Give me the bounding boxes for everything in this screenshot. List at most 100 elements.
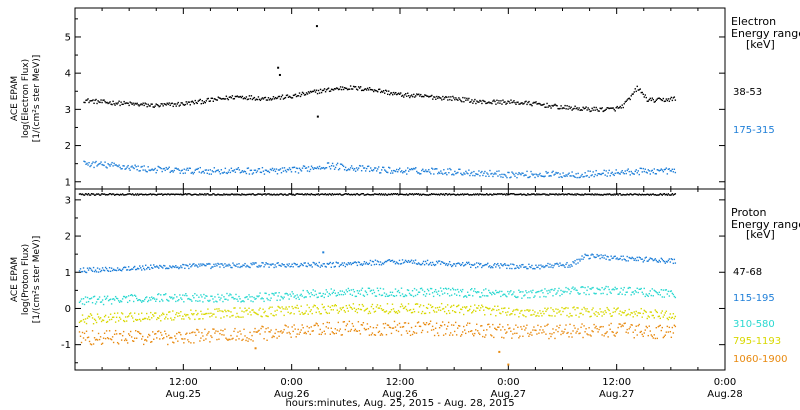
data-point bbox=[208, 194, 210, 196]
data-point bbox=[387, 171, 389, 174]
data-point bbox=[248, 294, 250, 296]
data-point bbox=[342, 165, 345, 168]
data-point bbox=[627, 193, 629, 196]
data-point bbox=[97, 193, 100, 195]
data-point bbox=[109, 338, 112, 340]
data-point bbox=[516, 296, 518, 299]
data-point bbox=[512, 333, 514, 335]
data-point bbox=[189, 193, 191, 195]
data-point bbox=[627, 332, 629, 334]
data-point bbox=[158, 193, 160, 195]
data-point bbox=[287, 264, 289, 267]
data-point bbox=[250, 338, 252, 341]
data-point bbox=[591, 174, 593, 176]
data-point bbox=[584, 172, 586, 174]
data-point bbox=[302, 289, 304, 292]
data-point bbox=[168, 300, 170, 302]
data-point bbox=[533, 267, 535, 270]
data-point bbox=[204, 313, 206, 315]
data-point bbox=[579, 109, 581, 112]
data-point bbox=[143, 104, 145, 107]
data-point bbox=[478, 332, 480, 334]
data-point bbox=[668, 168, 671, 170]
data-point bbox=[106, 269, 109, 272]
data-point bbox=[172, 265, 174, 267]
data-point bbox=[662, 170, 665, 173]
data-point bbox=[355, 262, 358, 264]
data-point bbox=[658, 325, 660, 327]
data-point bbox=[281, 263, 283, 265]
data-point bbox=[131, 103, 133, 106]
data-point bbox=[396, 168, 398, 171]
data-point bbox=[662, 289, 665, 291]
data-point bbox=[167, 167, 169, 170]
data-point bbox=[673, 258, 676, 261]
data-point bbox=[632, 257, 634, 260]
data-point bbox=[671, 168, 674, 171]
data-point bbox=[108, 193, 111, 195]
data-point bbox=[411, 193, 414, 195]
data-point bbox=[204, 101, 206, 104]
data-point bbox=[480, 296, 482, 298]
data-point bbox=[91, 270, 94, 272]
data-point bbox=[317, 265, 319, 267]
data-point bbox=[109, 313, 112, 315]
data-point bbox=[644, 310, 646, 313]
data-point bbox=[379, 261, 382, 263]
data-point bbox=[250, 169, 253, 171]
data-point bbox=[438, 260, 441, 262]
data-point bbox=[218, 338, 220, 340]
data-point bbox=[93, 194, 96, 196]
data-point bbox=[381, 309, 384, 311]
data-point bbox=[210, 267, 212, 270]
data-point bbox=[146, 105, 148, 108]
data-point bbox=[112, 341, 115, 344]
data-point bbox=[185, 101, 187, 103]
data-point bbox=[446, 325, 449, 327]
data-point bbox=[410, 259, 413, 261]
data-point bbox=[482, 305, 484, 308]
data-point bbox=[439, 97, 441, 99]
data-point bbox=[172, 193, 174, 196]
data-point bbox=[193, 263, 195, 265]
data-point bbox=[296, 193, 298, 195]
data-point bbox=[295, 336, 297, 338]
data-point bbox=[511, 171, 513, 173]
data-point bbox=[619, 105, 621, 108]
data-point bbox=[383, 92, 386, 94]
data-point bbox=[452, 193, 455, 195]
data-point bbox=[360, 169, 363, 172]
data-point bbox=[357, 292, 360, 294]
data-point bbox=[132, 194, 135, 196]
data-point bbox=[154, 105, 156, 107]
data-point bbox=[262, 98, 265, 100]
data-point bbox=[489, 307, 491, 310]
data-point bbox=[150, 103, 152, 105]
data-point bbox=[294, 328, 296, 330]
data-point bbox=[372, 90, 375, 93]
data-point bbox=[326, 312, 328, 315]
data-point bbox=[473, 170, 475, 173]
data-point bbox=[286, 168, 289, 171]
data-point bbox=[146, 312, 148, 315]
data-point bbox=[122, 295, 125, 298]
data-point bbox=[651, 193, 653, 195]
data-point bbox=[257, 96, 260, 98]
data-point bbox=[546, 265, 548, 267]
data-point bbox=[225, 193, 227, 196]
data-point bbox=[110, 103, 112, 105]
data-point bbox=[344, 265, 347, 268]
data-point bbox=[281, 94, 284, 96]
data-point bbox=[487, 101, 489, 104]
data-point bbox=[239, 172, 242, 174]
data-point bbox=[271, 292, 273, 295]
data-point bbox=[189, 298, 191, 301]
data-point bbox=[312, 330, 314, 332]
data-point bbox=[437, 309, 440, 311]
data-point bbox=[442, 262, 445, 264]
data-point bbox=[131, 295, 134, 297]
data-point bbox=[550, 335, 552, 338]
data-point bbox=[667, 259, 670, 262]
data-point bbox=[103, 99, 105, 101]
data-point bbox=[523, 266, 525, 269]
